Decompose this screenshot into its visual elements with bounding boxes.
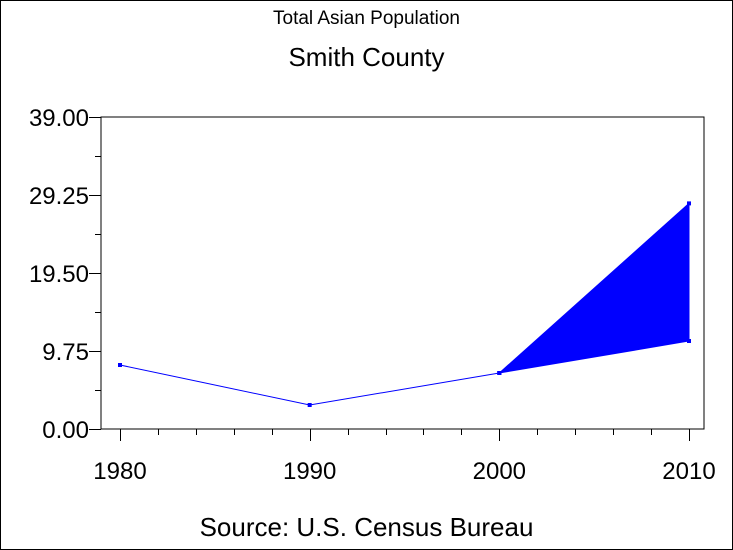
y-tick-label: 29.25 [29,183,89,210]
x-tick-label: 1980 [93,458,146,485]
x-tick-label: 1990 [283,458,336,485]
y-tick-label: 19.50 [29,261,89,288]
chart-title: Total Asian Population [273,8,460,29]
x-tick-label: 2010 [662,458,715,485]
data-point [307,403,312,407]
band-marker [687,201,691,206]
projection-band [497,202,690,374]
data-point [118,363,122,367]
y-tick-label: 0.00 [42,417,89,444]
chart-footnote: Source: U.S. Census Bureau [199,512,534,542]
band-marker [687,339,691,343]
x-tick-label: 2000 [473,458,526,485]
y-tick-label: 39.00 [29,105,89,132]
y-tick-label: 9.75 [42,339,89,366]
series-line [119,364,500,406]
data-point [497,371,502,375]
chart-subtitle: Smith County [288,42,445,72]
